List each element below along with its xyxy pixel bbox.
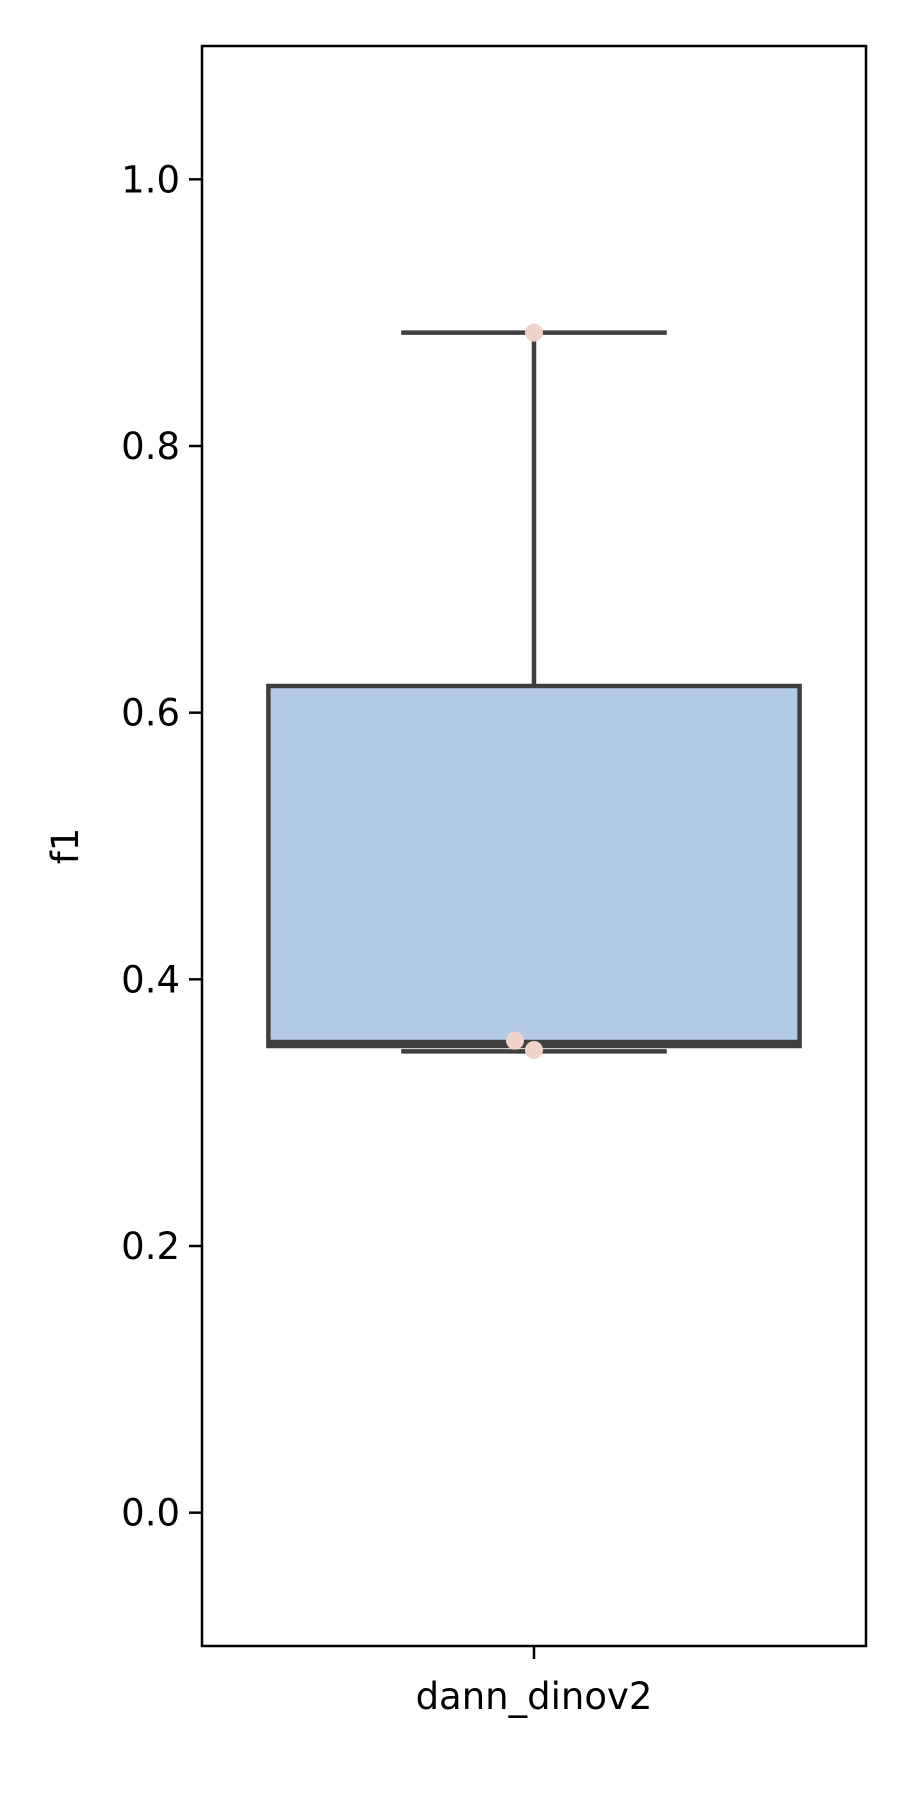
y-axis-label: f1	[44, 828, 87, 865]
data-point	[525, 323, 543, 342]
y-tick-label: 0.0	[121, 1492, 180, 1535]
y-tick-label: 0.2	[121, 1225, 180, 1268]
box-iqr	[266, 683, 802, 1049]
plot-area	[266, 323, 802, 1059]
y-tick-label: 0.6	[121, 692, 180, 735]
data-point	[506, 1031, 524, 1050]
y-tick-label: 1.0	[121, 158, 180, 201]
x-tick-label: dann_dinov2	[416, 1675, 653, 1718]
x-axis: dann_dinov2	[416, 1646, 653, 1718]
data-point	[525, 1041, 543, 1059]
y-axis: 0.0 0.2 0.4 0.6 0.8 1.0	[121, 158, 202, 1535]
y-tick-label: 0.4	[121, 958, 180, 1001]
y-tick-label: 0.8	[121, 425, 180, 468]
